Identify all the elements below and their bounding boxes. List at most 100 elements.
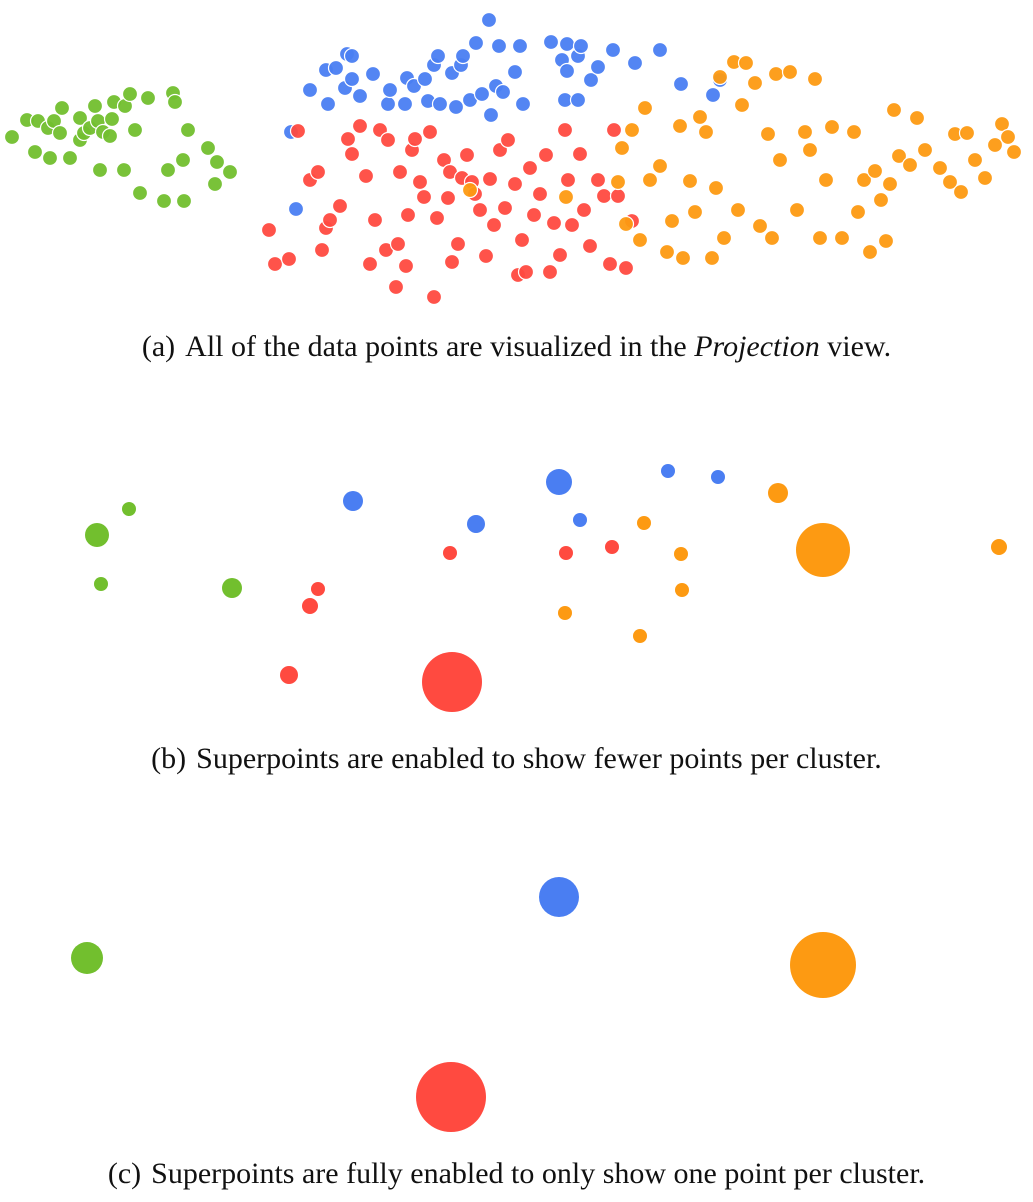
point-a-orange-25 (737, 54, 755, 72)
point-a-orange-49 (885, 101, 903, 119)
point-a-orange-46 (872, 191, 890, 209)
point-a-orange-28 (759, 125, 777, 143)
point-a-red-19 (387, 278, 405, 296)
point-a-orange-16 (691, 108, 709, 126)
point-a-red-20 (389, 235, 407, 253)
point-b-green-1 (122, 502, 136, 516)
point-b-orange-4 (558, 606, 572, 620)
point-a-green-10 (71, 109, 89, 127)
point-a-orange-6 (631, 231, 649, 249)
point-a-red-40 (471, 201, 489, 219)
point-c-orange-0 (790, 932, 856, 998)
point-a-green-14 (86, 97, 104, 115)
caption-b-text: Superpoints are enabled to show fewer po… (196, 742, 882, 775)
point-a-green-18 (101, 127, 119, 145)
point-b-blue-1 (546, 469, 572, 495)
point-a-red-14 (361, 255, 379, 273)
point-a-orange-62 (993, 115, 1011, 133)
caption-c-text: Superpoints are fully enabled to only sh… (151, 1157, 926, 1190)
point-a-orange-3 (613, 139, 631, 157)
point-b-red-3 (443, 546, 457, 560)
point-a-orange-32 (781, 63, 799, 81)
point-a-red-30 (428, 209, 446, 227)
caption-a-emphasis: Projection (694, 330, 820, 363)
point-a-red-2 (280, 250, 298, 268)
point-a-orange-26 (746, 74, 764, 92)
point-a-orange-55 (941, 173, 959, 191)
point-a-red-32 (439, 189, 457, 207)
point-a-orange-19 (707, 179, 725, 197)
point-a-blue-21 (431, 95, 449, 113)
point-a-red-3 (289, 122, 307, 140)
point-a-blue-28 (473, 85, 491, 103)
point-a-red-15 (366, 211, 384, 229)
point-a-orange-12 (671, 117, 689, 135)
point-a-orange-47 (877, 232, 895, 250)
point-a-green-30 (166, 93, 184, 111)
point-a-red-65 (595, 187, 613, 205)
point-a-blue-51 (704, 86, 722, 104)
point-a-red-27 (415, 188, 433, 206)
point-a-blue-37 (542, 33, 560, 51)
point-a-orange-11 (663, 212, 681, 230)
point-b-red-0 (311, 582, 325, 596)
panel-a-all-points (0, 0, 1033, 315)
point-a-orange-17 (697, 123, 715, 141)
point-a-red-26 (411, 173, 429, 191)
point-a-orange-21 (715, 229, 733, 247)
point-a-orange-9 (651, 157, 669, 175)
point-a-orange-13 (674, 249, 692, 267)
point-a-orange-40 (833, 229, 851, 247)
point-a-red-12 (351, 117, 369, 135)
caption-b-tag: (b) (151, 742, 187, 775)
point-a-red-68 (609, 187, 627, 205)
point-a-red-1 (266, 255, 284, 273)
caption-a: (a) All of the data points are visualized… (0, 330, 1033, 364)
point-a-blue-44 (572, 37, 590, 55)
point-a-green-9 (61, 149, 79, 167)
point-a-orange-35 (801, 141, 819, 159)
point-b-red-1 (302, 598, 318, 614)
point-b-orange-7 (991, 539, 1007, 555)
point-a-blue-43 (569, 91, 587, 109)
point-a-blue-11 (364, 65, 382, 83)
point-a-orange-53 (916, 141, 934, 159)
point-a-red-63 (581, 237, 599, 255)
caption-a-tag: (a) (141, 330, 176, 363)
point-b-red-2 (280, 666, 298, 684)
point-a-blue-40 (558, 35, 576, 53)
point-a-blue-20 (429, 47, 447, 65)
point-a-orange-24 (733, 96, 751, 114)
point-b-blue-5 (711, 470, 725, 484)
point-a-orange-20 (711, 68, 729, 86)
point-a-red-41 (477, 247, 495, 265)
point-a-red-0 (260, 221, 278, 239)
point-a-blue-50 (672, 75, 690, 93)
point-a-blue-10 (351, 87, 369, 105)
point-a-green-5 (41, 149, 59, 167)
point-a-orange-51 (901, 156, 919, 174)
point-b-blue-3 (573, 513, 587, 527)
point-a-orange-18 (703, 249, 721, 267)
point-a-blue-32 (490, 37, 508, 55)
point-c-blue-0 (539, 877, 579, 917)
point-a-green-34 (199, 139, 217, 157)
point-a-red-46 (499, 131, 517, 149)
panel-c-superpoints-full (0, 860, 1033, 1150)
point-b-green-0 (85, 523, 109, 547)
point-a-green-16 (91, 161, 109, 179)
point-a-orange-5 (623, 121, 641, 139)
point-a-orange-57 (952, 183, 970, 201)
point-b-orange-5 (633, 629, 647, 643)
point-a-orange-29 (763, 229, 781, 247)
point-a-red-49 (513, 231, 531, 249)
point-a-red-59 (559, 171, 577, 189)
point-a-orange-33 (788, 201, 806, 219)
point-a-orange-0 (461, 181, 479, 199)
point-a-orange-7 (636, 99, 654, 117)
point-a-blue-13 (381, 81, 399, 99)
point-a-red-56 (545, 214, 563, 232)
point-a-green-26 (139, 89, 157, 107)
point-a-green-21 (115, 161, 133, 179)
point-a-blue-33 (494, 83, 512, 101)
